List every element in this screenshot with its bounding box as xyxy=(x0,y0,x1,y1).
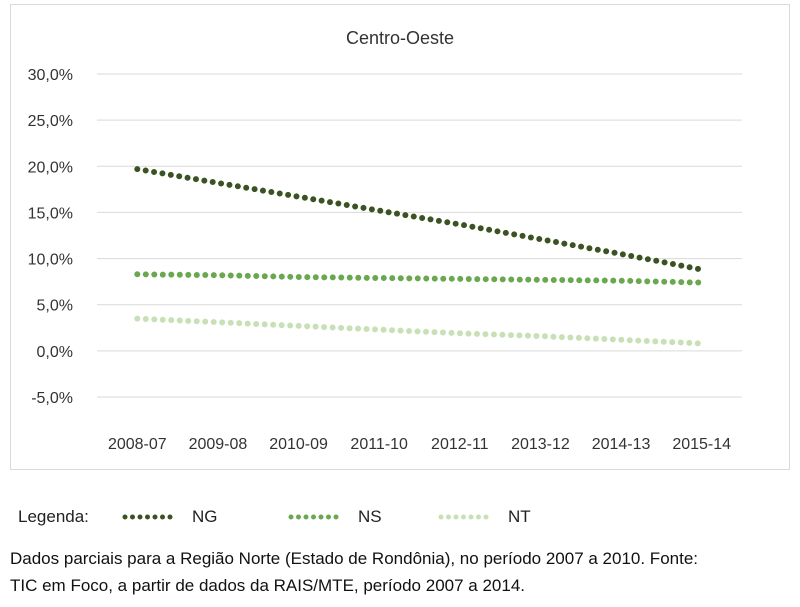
y-tick-label: 25,0% xyxy=(28,113,73,130)
x-tick-label: 2013-12 xyxy=(511,436,570,453)
x-tick-label: 2014-13 xyxy=(592,436,651,453)
x-tick-label: 2010-09 xyxy=(269,436,328,453)
y-tick-label: 15,0% xyxy=(28,205,73,222)
legend-label-nt: NT xyxy=(508,507,531,526)
grid-layer xyxy=(97,73,742,398)
source-note-line-1: Dados parciais para a Região Norte (Esta… xyxy=(10,549,699,568)
x-tick-label: 2009-08 xyxy=(189,436,248,453)
x-axis-ticks: 2008-07 2009-08 2010-09 2011-10 2012-11 2013-… xyxy=(108,436,731,453)
legend: Legenda: NG NS NT xyxy=(18,503,778,531)
source-note: Dados parciais para a Região Norte (Esta… xyxy=(10,545,790,599)
source-note-line-2: TIC em Foco, a partir de dados da RAIS/M… xyxy=(10,576,525,595)
legend-label-ns: NS xyxy=(358,507,382,526)
line-chart: 30,0% 25,0% 20,0% 15,0% 10,0% 5,0% 0,0% -5,0% 2… xyxy=(28,28,742,453)
x-tick-label: 2008-07 xyxy=(108,436,167,453)
series-layer xyxy=(134,166,705,347)
series-line-ns xyxy=(134,271,705,286)
legend-swatch-ns xyxy=(288,514,340,520)
chart-title: Centro-Oeste xyxy=(346,28,454,48)
series-line-nt xyxy=(134,315,705,347)
y-tick-label: 20,0% xyxy=(28,159,73,176)
y-axis-ticks: 30,0% 25,0% 20,0% 15,0% 10,0% 5,0% 0,0% -5,0% xyxy=(28,67,73,407)
series-line-ng xyxy=(134,166,705,273)
x-tick-label: 2012-11 xyxy=(431,436,489,453)
y-tick-label: 5,0% xyxy=(37,298,73,315)
x-tick-label: 2015-14 xyxy=(672,436,731,453)
x-tick-label: 2011-10 xyxy=(350,436,408,453)
legend-swatch-nt xyxy=(438,514,490,520)
chart-frame xyxy=(10,4,790,470)
y-tick-label: -5,0% xyxy=(31,390,73,407)
y-tick-label: 0,0% xyxy=(37,344,73,361)
y-tick-label: 10,0% xyxy=(28,252,73,269)
legend-label-ng: NG xyxy=(192,507,218,526)
legend-title: Legenda: xyxy=(18,507,89,526)
y-tick-label: 30,0% xyxy=(28,67,73,84)
legend-swatch-ng xyxy=(122,514,174,520)
